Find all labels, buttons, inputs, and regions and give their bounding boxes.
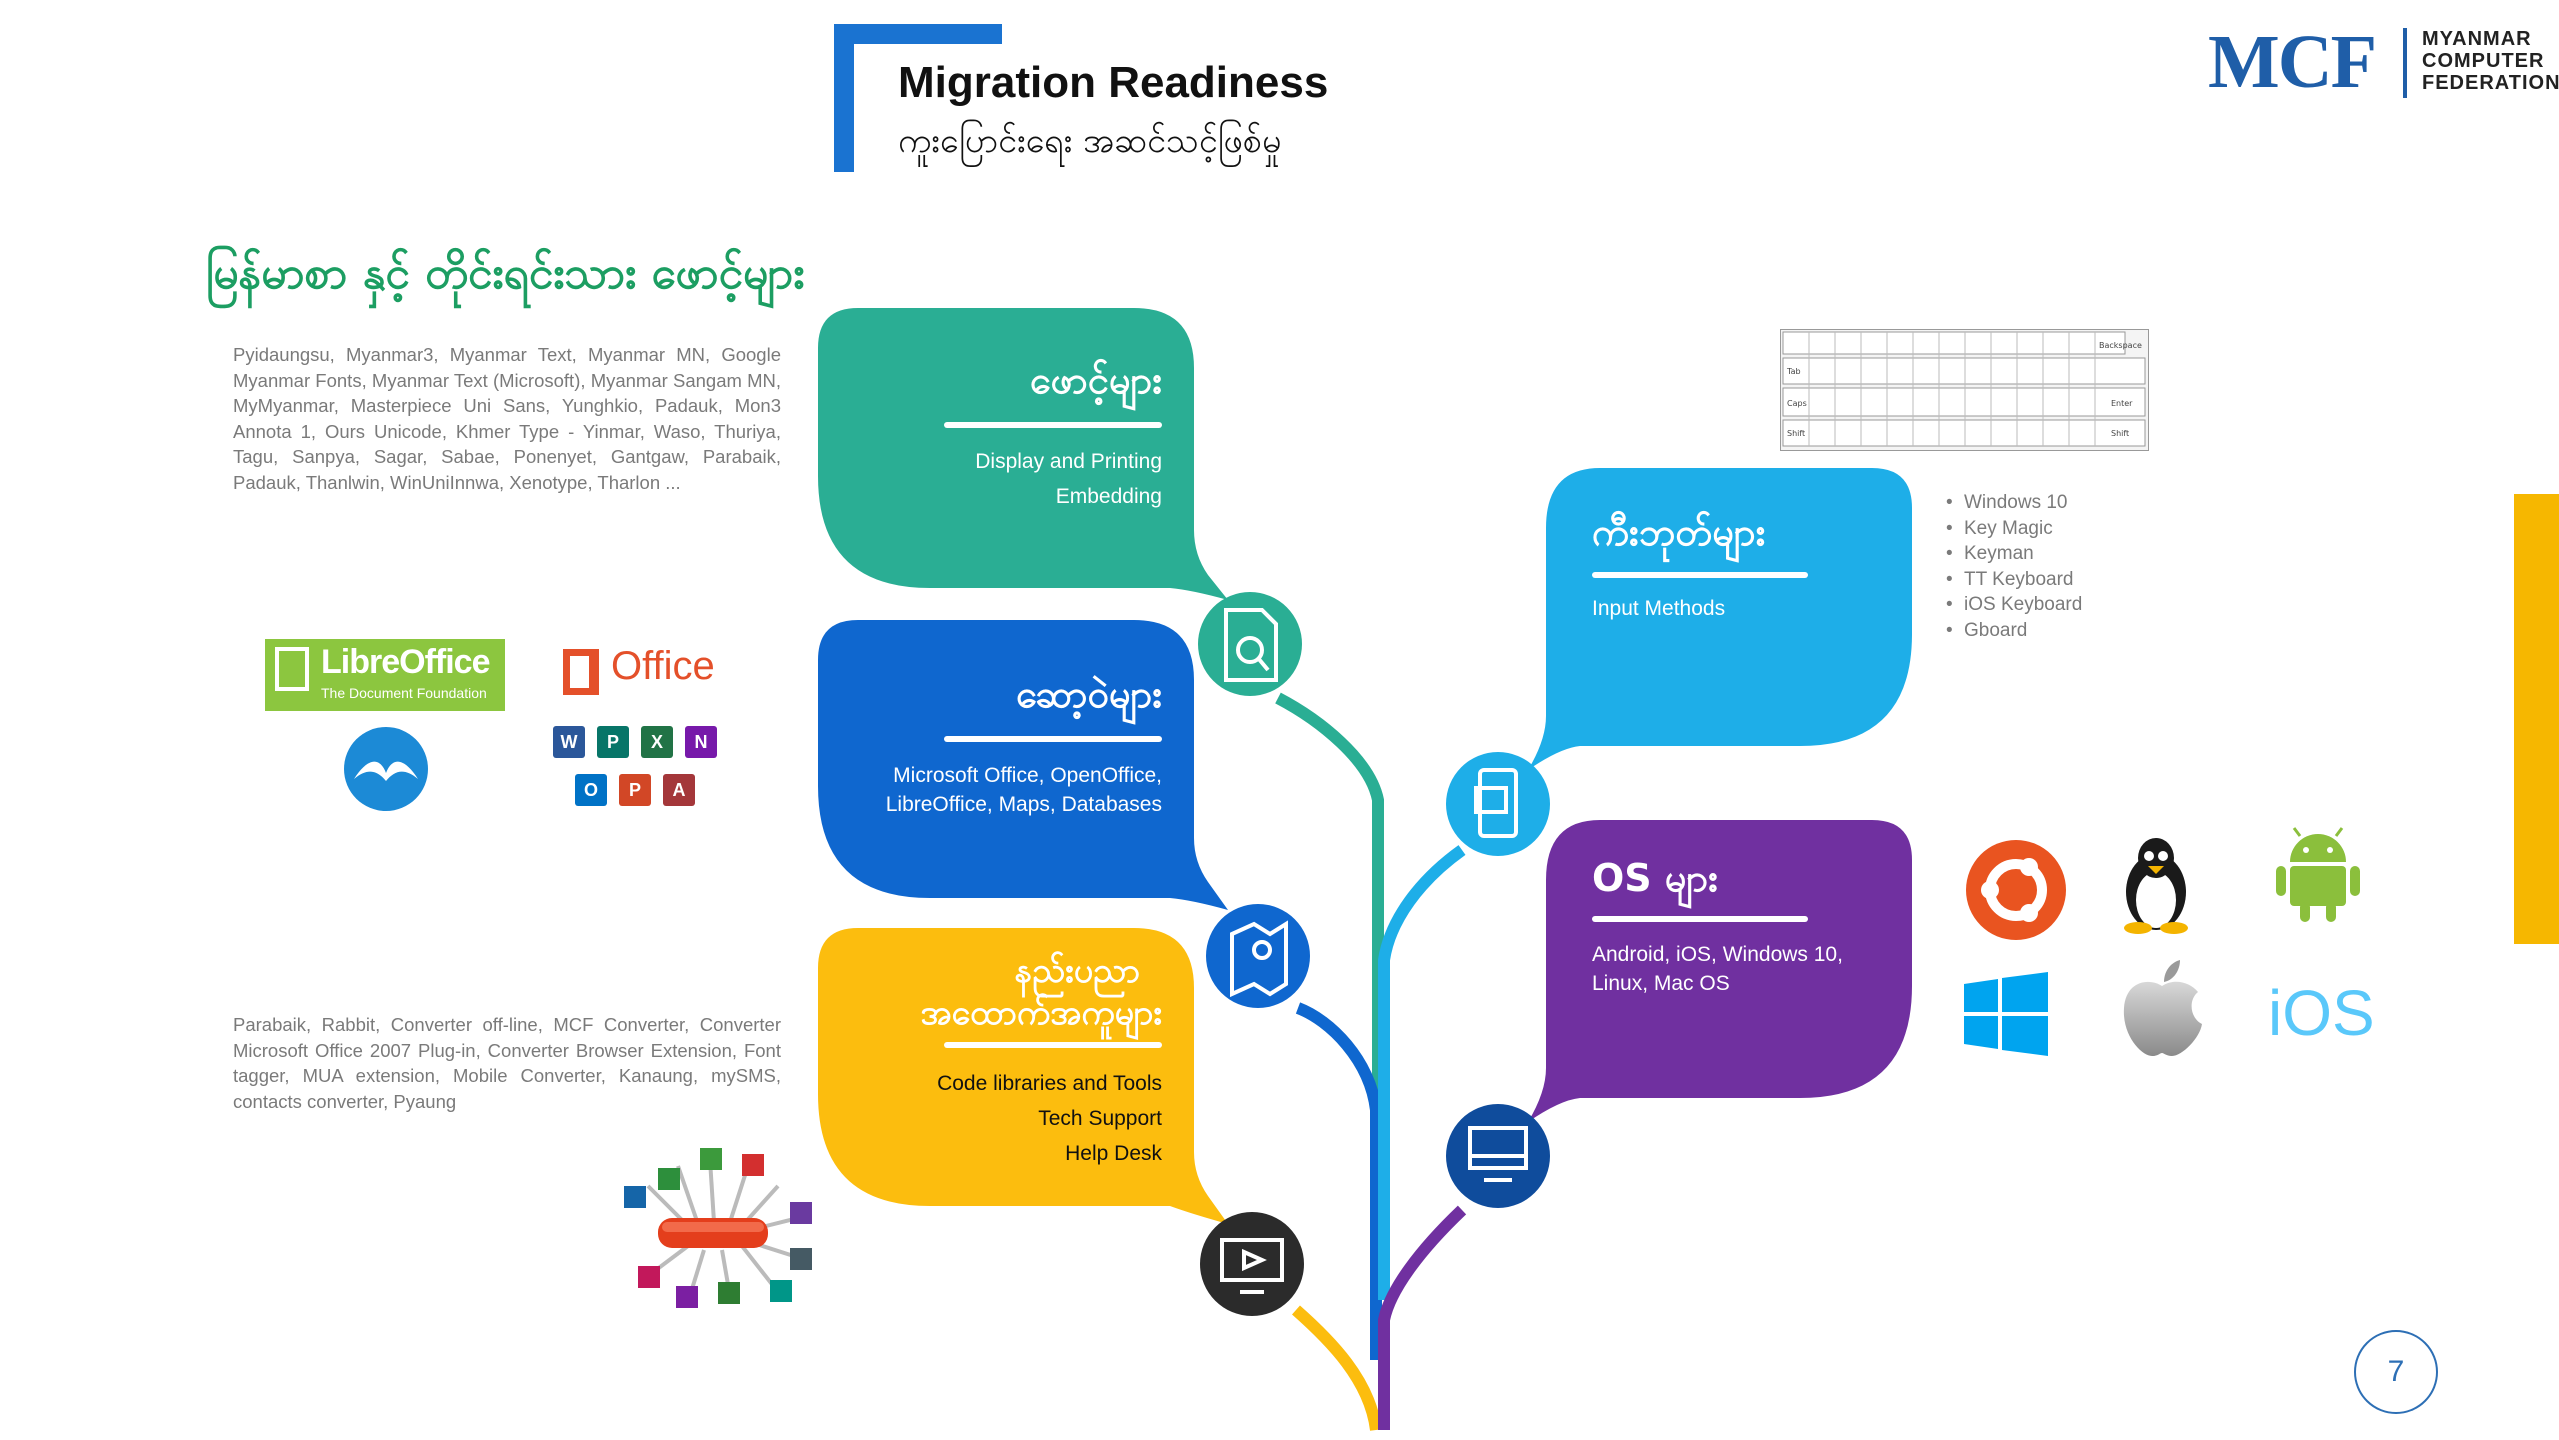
openoffice-logo-icon (344, 727, 428, 811)
support-bubble (818, 928, 1228, 1224)
support-bubble-title-1: နည်းပညာ (1014, 951, 1140, 991)
software-bubble (818, 620, 1228, 910)
svg-text:Tab: Tab (1786, 367, 1801, 376)
os-bubble-line-1: Android, iOS, Windows 10, (1592, 943, 1843, 966)
fonts-bubble-line-1: Display and Printing (975, 450, 1162, 473)
powerpoint-icon: P (619, 774, 651, 806)
software-bubble-line-1: Microsoft Office, OpenOffice, (893, 764, 1162, 787)
software-bubble-title: ဆော့ဝဲများ (1016, 672, 1162, 716)
fonts-bubble-line-2: Embedding (1055, 485, 1162, 508)
list-item: Keyman (1942, 541, 2082, 567)
excel-icon: X (641, 726, 673, 758)
ubuntu-icon (1964, 838, 2068, 947)
side-accent-bar (2514, 494, 2559, 944)
fonts-list-text: Pyidaungsu, Myanmar3, Myanmar Text, Myan… (233, 344, 781, 493)
svg-text:Backspace: Backspace (2099, 341, 2142, 350)
svg-text:Enter: Enter (2111, 399, 2133, 408)
slide-subtitle: ကူးပြောင်းရေး အဆင်သင့်ဖြစ်မှု (898, 121, 1282, 161)
windows-icon (1964, 972, 2048, 1061)
logo-divider (2403, 28, 2407, 98)
apple-icon (2120, 958, 2204, 1063)
onenote-icon: N (685, 726, 717, 758)
logo-abbr: MCF (2208, 20, 2377, 104)
outlook-icon: O (575, 774, 607, 806)
support-bubble-title-2: အထောက်အကူများ (920, 993, 1162, 1033)
publisher-icon: P (597, 726, 629, 758)
os-bubble-line-2: Linux, Mac OS (1592, 972, 1730, 995)
fonts-heading: မြန်မာစာ နှင့် တိုင်းရင်းသား ဖောင့်များ (206, 248, 805, 299)
software-bubble-line-2: LibreOffice, Maps, Databases (885, 793, 1162, 816)
os-bubble (1528, 820, 1912, 1122)
os-bubble-title: OS များ (1592, 856, 1718, 900)
swiss-army-knife-icon (618, 1146, 824, 1312)
support-bubble-line-3: Help Desk (1065, 1142, 1162, 1165)
keyboards-bubble-line-1: Input Methods (1592, 597, 1726, 620)
word-icon: W (553, 726, 585, 758)
tools-list-text: Parabaik, Rabbit, Converter off-line, MC… (233, 1014, 781, 1112)
linux-tux-icon (2116, 836, 2196, 939)
logo-text: MYANMAR COMPUTER FEDERATION (2422, 28, 2559, 94)
list-item: Windows 10 (1942, 490, 2082, 516)
fonts-bubble-rule (944, 422, 1162, 428)
keyboards-node-icon (1446, 752, 1550, 856)
access-icon: A (663, 774, 695, 806)
libreoffice-logo: LibreOffice The Document Foundation (265, 639, 505, 711)
support-bubble-rule (944, 1042, 1162, 1048)
svg-text:Shift: Shift (2111, 429, 2129, 438)
keyboards-bubble-title: ကီးဘုတ်များ (1592, 510, 1766, 554)
fonts-bubble (818, 308, 1228, 600)
input-method-list: Windows 10 Key Magic Keyman TT Keyboard … (1942, 490, 2082, 644)
keyboards-bubble-rule (1592, 572, 1808, 578)
list-item: iOS Keyboard (1942, 592, 2082, 618)
myanmar-keyboard-layout-image: Tab Caps Shift Backspace Enter Shift (1780, 329, 2149, 451)
list-item: Key Magic (1942, 516, 2082, 542)
keyboards-bubble (1528, 468, 1912, 770)
ios-logo: iOS (2268, 977, 2375, 1049)
title-bracket (834, 24, 1002, 172)
page-number: 7 (2354, 1330, 2438, 1414)
android-icon (2276, 826, 2360, 927)
svg-text:Shift: Shift (1787, 429, 1805, 438)
software-bubble-rule (944, 736, 1162, 742)
office-app-icons: W P X N O P A (553, 726, 733, 810)
slide-title: Migration Readiness (898, 58, 1329, 107)
svg-text:Caps: Caps (1787, 399, 1807, 408)
fonts-bubble-title: ဖောင့်များ (1029, 358, 1162, 402)
support-bubble-line-1: Code libraries and Tools (937, 1072, 1162, 1095)
os-bubble-rule (1592, 916, 1808, 922)
list-item: Gboard (1942, 618, 2082, 644)
support-bubble-line-2: Tech Support (1038, 1107, 1162, 1130)
ms-office-logo: Office (563, 644, 723, 704)
list-item: TT Keyboard (1942, 567, 2082, 593)
